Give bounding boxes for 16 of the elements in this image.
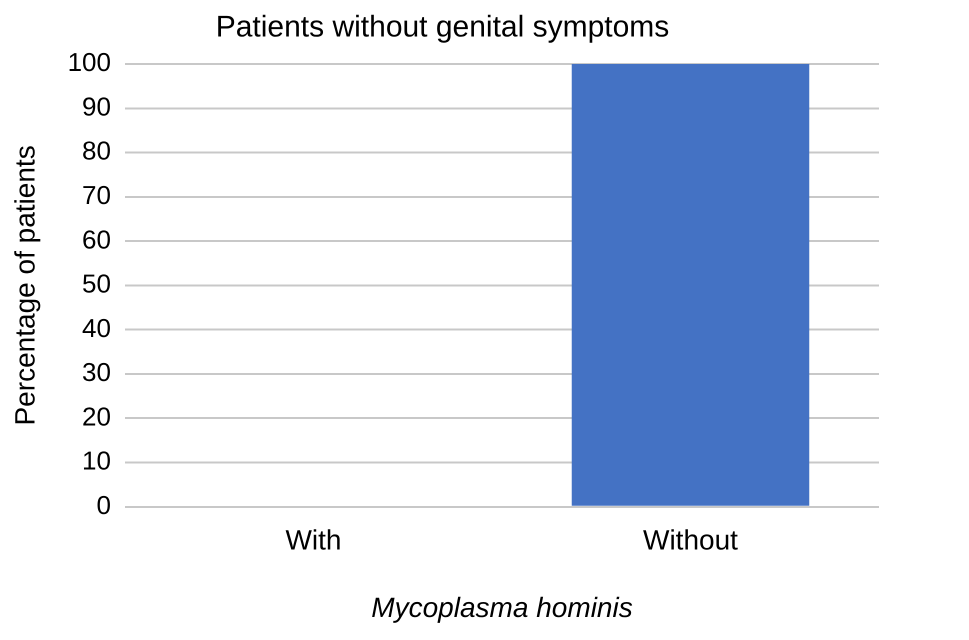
y-tick-label: 80 (82, 136, 111, 166)
x-tick-label: With (285, 524, 342, 556)
y-tick-label: 40 (82, 312, 111, 343)
y-tick-label: 50 (82, 268, 111, 299)
y-tick-label: 10 (82, 446, 111, 476)
x-tick-label: Without (643, 524, 738, 556)
y-tick-label: 70 (82, 180, 111, 210)
chart-title: Patients without genital symptoms (216, 10, 670, 44)
y-tick-label: 30 (82, 357, 111, 388)
y-tick-label: 60 (82, 224, 111, 254)
x-axis-title: Mycoplasma hominis (371, 592, 633, 623)
y-tick-label: 20 (82, 401, 111, 432)
y-tick-label: 100 (68, 47, 111, 78)
y-axis-title: Percentage of patients (10, 145, 41, 426)
y-tick-label: 0 (96, 490, 111, 520)
y-tick-label: 90 (82, 91, 111, 122)
